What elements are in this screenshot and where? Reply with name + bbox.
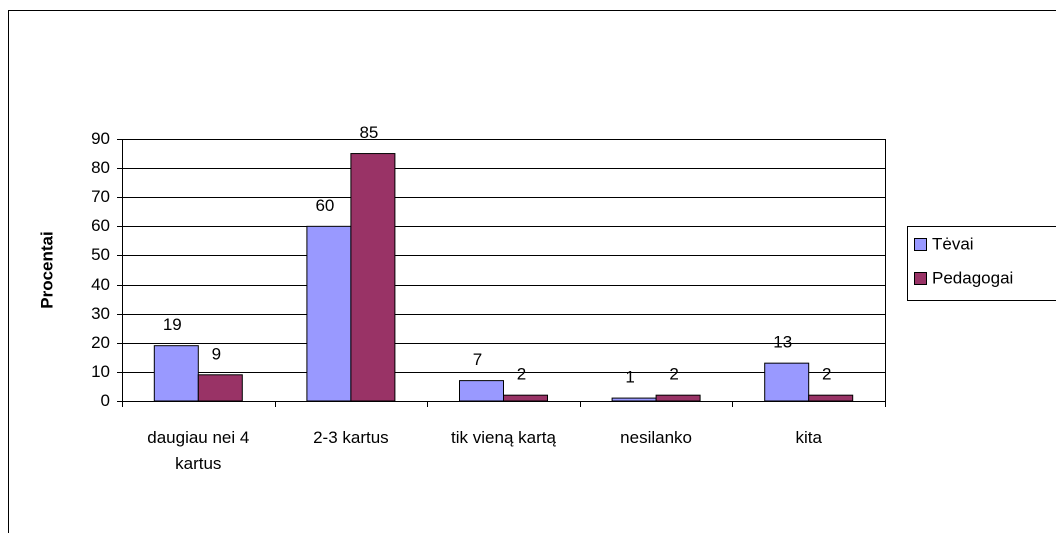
data-label: 19 bbox=[163, 315, 182, 334]
bar bbox=[153, 345, 199, 402]
y-tick-label: 50 bbox=[91, 245, 110, 264]
data-label: 60 bbox=[315, 196, 334, 215]
bar bbox=[459, 380, 504, 402]
bar bbox=[808, 394, 854, 402]
bar bbox=[306, 225, 352, 402]
data-label: 1 bbox=[625, 368, 634, 387]
y-tick-label: 40 bbox=[91, 275, 110, 294]
plot-area bbox=[122, 139, 885, 401]
legend-box bbox=[907, 226, 1056, 301]
data-label: 85 bbox=[359, 123, 378, 142]
data-label: 7 bbox=[473, 350, 482, 369]
bar bbox=[655, 394, 701, 402]
y-axis-label: Procentai bbox=[37, 231, 56, 308]
x-tick-label: daugiau nei 4 kartus bbox=[147, 428, 250, 473]
y-tick-label: 80 bbox=[91, 158, 110, 177]
bar bbox=[503, 394, 548, 402]
bar bbox=[350, 153, 396, 402]
bar bbox=[611, 397, 657, 402]
legend-swatch bbox=[914, 272, 927, 285]
x-tick-label: tik vieną kartą bbox=[451, 428, 556, 447]
y-tick-label: 30 bbox=[91, 304, 110, 323]
legend-label: Pedagogai bbox=[932, 268, 1013, 287]
x-tick-label: nesilanko bbox=[620, 428, 692, 447]
data-label: 2 bbox=[822, 365, 831, 384]
data-label: 2 bbox=[669, 365, 678, 384]
y-tick-label: 0 bbox=[101, 391, 110, 410]
y-tick-label: 60 bbox=[91, 216, 110, 235]
legend-label: Tėvai bbox=[932, 234, 974, 253]
bar bbox=[764, 362, 810, 402]
data-label: 9 bbox=[212, 344, 221, 363]
y-tick-label: 70 bbox=[91, 187, 110, 206]
x-tick-label: kita bbox=[795, 428, 822, 447]
data-label: 13 bbox=[773, 333, 792, 352]
x-tick-label: 2-3 kartus bbox=[313, 428, 389, 447]
bar bbox=[197, 374, 243, 402]
y-tick-label: 20 bbox=[91, 333, 110, 352]
legend-swatch bbox=[914, 238, 927, 251]
y-tick-label: 10 bbox=[91, 362, 110, 381]
y-tick-label: 90 bbox=[91, 129, 110, 148]
data-label: 2 bbox=[517, 365, 526, 384]
